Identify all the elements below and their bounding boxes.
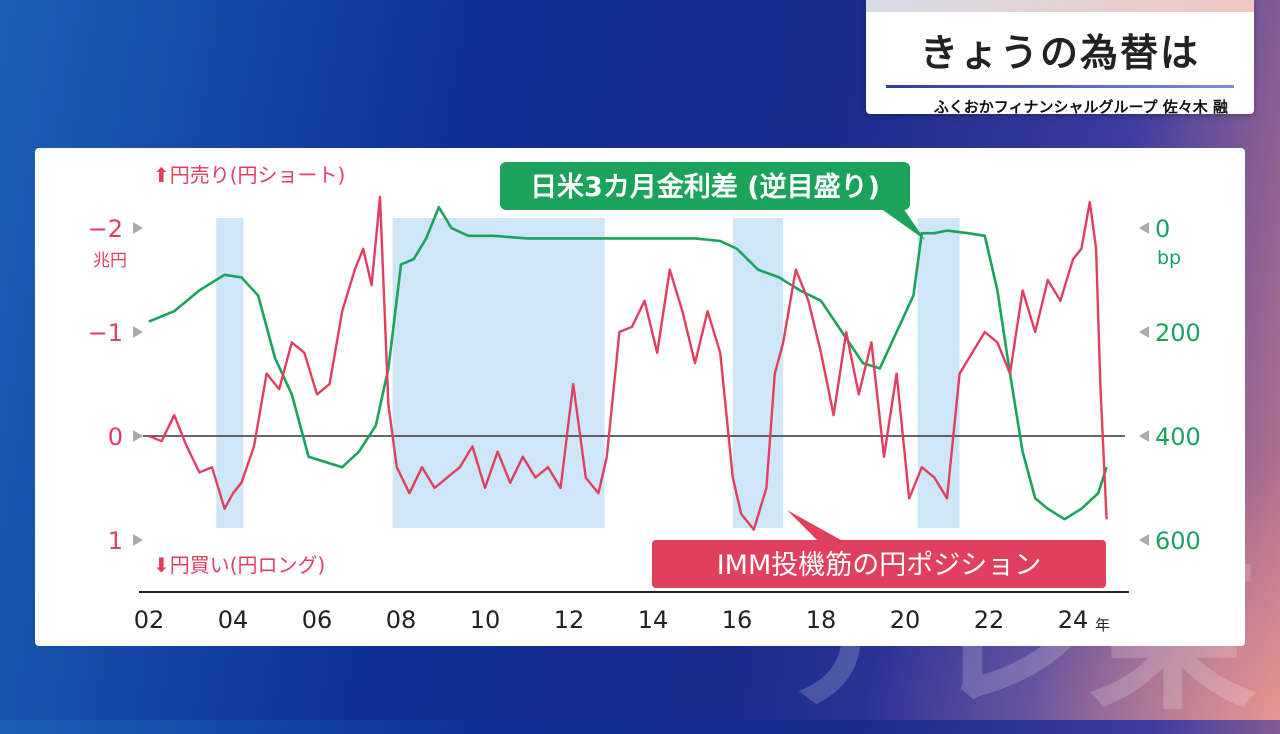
right-tick-label: 600 [1155,527,1201,555]
title-card-accent [866,0,1254,12]
right-tick-marker [1139,222,1149,234]
rate-series-label-box [500,162,910,210]
x-tick-label: 12 [554,606,585,634]
x-axis-unit: 年 [1095,616,1110,634]
left-tick-marker [133,534,143,546]
right-tick-marker [1139,326,1149,338]
x-tick-label: 14 [638,606,669,634]
series-line-yen-position [148,195,1108,531]
title-card: きょうの為替は ふくおかフィナンシャルグループ 佐々木 融 [866,0,1254,116]
speaker-credit: ふくおかフィナンシャルグループ 佐々木 融 [933,98,1228,116]
left-tick-label: 1 [108,527,123,555]
x-tick-label: 04 [218,606,249,634]
x-tick-label: 08 [386,606,417,634]
left-tick-label: 0 [108,423,123,451]
right-tick-marker [1139,534,1149,546]
x-tick-label: 10 [470,606,501,634]
x-tick-label: 06 [302,606,333,634]
x-tick-label: 24 [1058,606,1089,634]
x-tick-label: 20 [890,606,921,634]
right-tick-label: 200 [1155,319,1201,347]
shaded-period [216,218,244,528]
left-axis-unit: 兆円 [93,251,127,271]
position-series-label-box [652,540,1106,588]
rate-series-label: 日米3カ月金利差 (逆目盛り) [530,171,880,203]
left-tick-marker [133,430,143,442]
right-tick-label: 400 [1155,423,1201,451]
right-axis-unit: bp [1157,247,1181,269]
chart-canvas: −2 −1 0 1 兆円 ⬆円売り(円ショート) ⬇円買い(円ロング) 0 200 400 600 b… [88,162,1201,634]
series-line-rate-spread [148,205,1108,521]
left-axis-top-label: ⬆円売り(円ショート) [153,163,345,187]
position-series-label-pointer [787,510,841,540]
left-tick-marker [133,326,143,338]
position-series-label: IMM投機筋の円ポジション [717,550,1042,581]
title-divider [886,85,1234,88]
x-tick-label: 02 [134,606,165,634]
left-tick-marker [133,222,143,234]
left-tick-label: −1 [88,319,123,347]
right-tick-marker [1139,430,1149,442]
shaded-period [392,218,605,528]
x-tick-label: 22 [974,606,1005,634]
x-tick-label: 16 [722,606,753,634]
right-tick-label: 0 [1155,215,1170,243]
page-title: きょうの為替は [919,31,1200,75]
left-axis-bottom-label: ⬇円買い(円ロング) [153,553,325,577]
chart-panel: −2 −1 0 1 兆円 ⬆円売り(円ショート) ⬇円買い(円ロング) 0 200 400 600 b… [35,148,1245,646]
x-tick-label: 18 [806,606,837,634]
shaded-period [917,218,960,528]
rate-series-label-pointer [880,208,925,240]
left-tick-label: −2 [88,215,123,243]
